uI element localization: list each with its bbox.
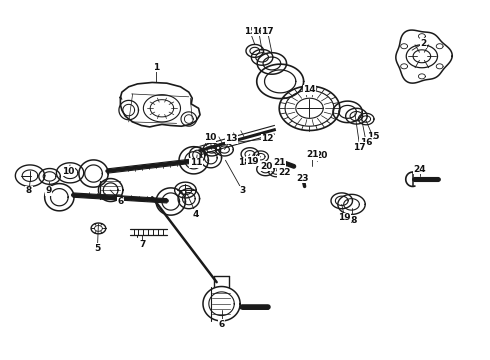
Text: 21: 21 bbox=[306, 150, 318, 159]
Text: 21: 21 bbox=[273, 158, 286, 167]
Text: 8: 8 bbox=[26, 186, 32, 195]
Text: 22: 22 bbox=[278, 168, 291, 177]
Text: 17: 17 bbox=[353, 143, 366, 152]
Text: 24: 24 bbox=[414, 165, 426, 174]
Text: 16: 16 bbox=[360, 138, 372, 147]
Text: 1: 1 bbox=[153, 63, 159, 72]
Text: 14: 14 bbox=[303, 85, 316, 94]
Text: 18: 18 bbox=[238, 158, 250, 167]
Text: 17: 17 bbox=[261, 27, 274, 36]
Text: 15: 15 bbox=[244, 27, 256, 36]
Text: 16: 16 bbox=[252, 27, 265, 36]
Text: 6: 6 bbox=[118, 197, 124, 206]
Text: 6: 6 bbox=[219, 320, 225, 329]
Text: 15: 15 bbox=[367, 132, 379, 141]
Text: 4: 4 bbox=[193, 210, 199, 219]
Text: 19: 19 bbox=[246, 157, 259, 166]
Text: 3: 3 bbox=[240, 186, 245, 195]
Text: 20: 20 bbox=[315, 151, 327, 160]
Text: 19: 19 bbox=[339, 213, 351, 222]
Text: 20: 20 bbox=[260, 162, 273, 171]
Text: 18: 18 bbox=[345, 216, 358, 225]
Text: 10: 10 bbox=[62, 167, 74, 176]
Text: 10: 10 bbox=[204, 133, 216, 142]
Text: 9: 9 bbox=[46, 186, 52, 195]
Text: 7: 7 bbox=[139, 240, 146, 249]
Text: 2: 2 bbox=[420, 39, 426, 48]
Text: 13: 13 bbox=[225, 134, 238, 143]
Text: 11: 11 bbox=[190, 158, 202, 167]
Text: 23: 23 bbox=[296, 174, 309, 183]
Text: 12: 12 bbox=[261, 134, 274, 143]
Text: 5: 5 bbox=[94, 244, 100, 253]
